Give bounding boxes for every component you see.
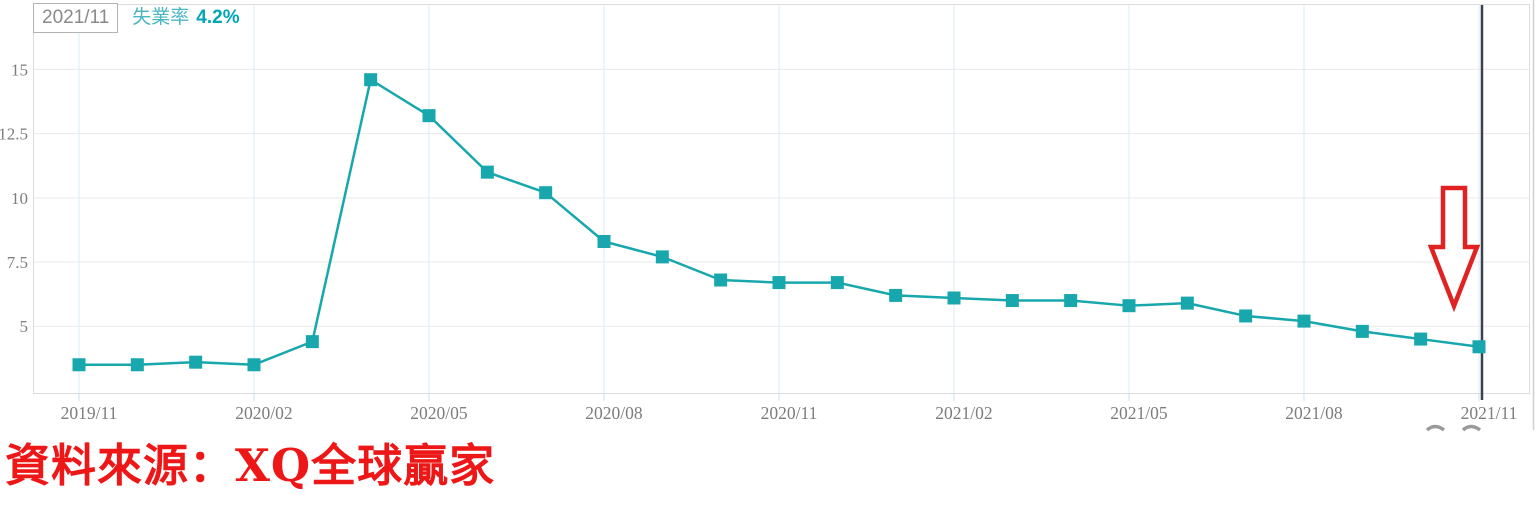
data-point-marker[interactable] <box>72 358 86 372</box>
data-point-marker[interactable] <box>1064 294 1078 308</box>
tooltip-date-box: 2021/11 <box>33 3 119 33</box>
data-point-marker[interactable] <box>714 273 728 287</box>
y-axis-label: 12.5 <box>0 125 28 144</box>
y-axis-label: 15 <box>11 60 28 79</box>
x-axis-label: 2019/11 <box>61 403 118 423</box>
x-axis-label: 2020/08 <box>585 403 643 423</box>
data-point-marker[interactable] <box>655 250 669 264</box>
data-point-marker[interactable] <box>1122 299 1136 313</box>
data-point-marker[interactable] <box>772 276 786 290</box>
tooltip-series-label: 失業率 <box>132 7 190 28</box>
data-point-marker[interactable] <box>189 355 203 369</box>
watermark-arc <box>1461 424 1482 432</box>
plot-area[interactable] <box>34 5 1529 393</box>
crosshair-tooltip: 2021/11 失業率 4.2% <box>33 3 240 33</box>
data-point-marker[interactable] <box>1414 332 1428 346</box>
data-point-marker[interactable] <box>364 73 378 87</box>
data-point-marker[interactable] <box>830 276 844 290</box>
watermark-arc <box>1425 424 1446 432</box>
data-point-marker[interactable] <box>1239 309 1253 323</box>
data-source-caption: 資料來源：XQ全球贏家 <box>5 439 496 492</box>
y-axis-label: 10 <box>11 189 28 208</box>
data-point-marker[interactable] <box>247 358 261 372</box>
data-point-marker[interactable] <box>305 335 319 349</box>
data-point-marker[interactable] <box>422 109 436 123</box>
y-axis-label: 5 <box>20 317 29 336</box>
data-point-marker[interactable] <box>1180 296 1194 310</box>
data-point-marker[interactable] <box>539 186 553 200</box>
data-point-marker[interactable] <box>480 165 494 179</box>
plot-border <box>33 4 1530 394</box>
red-down-arrow-annotation <box>1427 185 1481 313</box>
data-point-marker[interactable] <box>130 358 144 372</box>
data-point-marker[interactable] <box>947 291 961 305</box>
data-point-marker[interactable] <box>1472 340 1486 354</box>
x-axis-label: 2020/02 <box>235 403 292 423</box>
y-axis-label: 7.5 <box>7 253 28 272</box>
x-axis-label: 2021/08 <box>1285 403 1343 423</box>
x-axis-label: 2020/11 <box>761 403 818 423</box>
data-point-marker[interactable] <box>1297 314 1311 328</box>
x-axis-label: 2021/05 <box>1110 403 1168 423</box>
data-point-marker[interactable] <box>1355 324 1369 338</box>
x-axis-label: 2021/02 <box>935 403 992 423</box>
x-axis-label: 2020/05 <box>410 403 468 423</box>
data-point-marker[interactable] <box>1005 294 1019 308</box>
data-point-marker[interactable] <box>597 234 611 248</box>
unemployment-line-chart[interactable]: 5 7.5 10 12.5 15 2019/11 2020/02 2020/05 2020/08… <box>0 0 1536 434</box>
tooltip-series-value: 4.2% <box>196 7 240 28</box>
x-axis-label: 2021/11 <box>1461 403 1518 423</box>
data-point-marker[interactable] <box>889 288 903 302</box>
